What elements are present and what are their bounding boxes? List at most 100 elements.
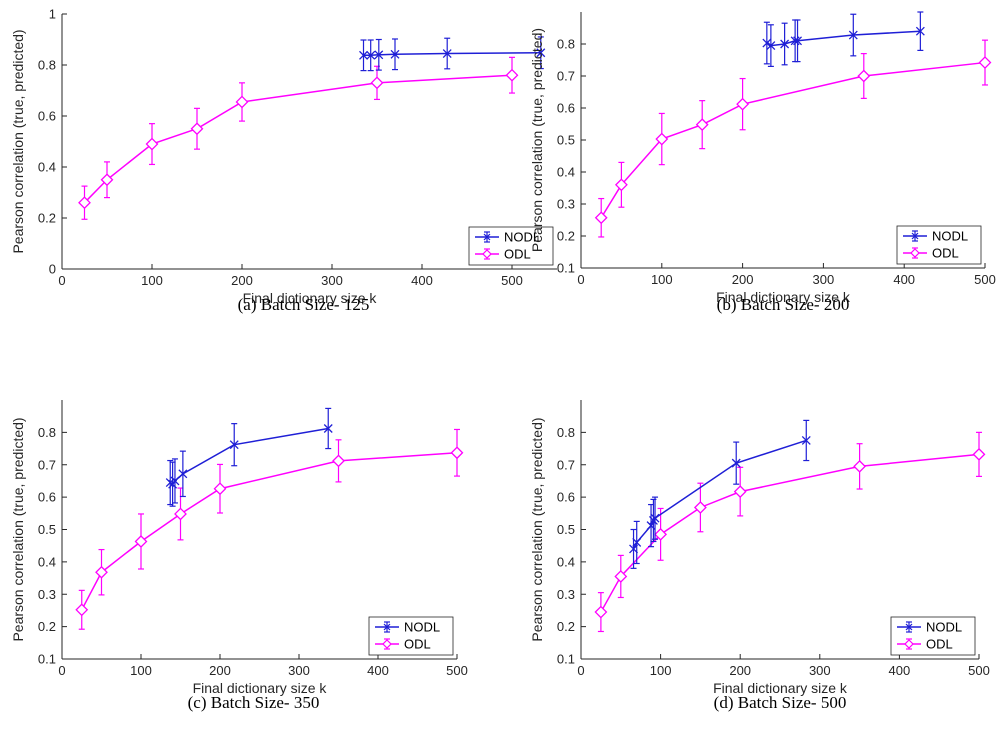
panel-caption: (b) Batch Size- 200	[717, 295, 850, 314]
chart-panel-1: 0 100 200 300 400 500 0 0.2 0.4 0.6 0.8 1 Final dict…	[10, 7, 557, 314]
legend-label: ODL	[932, 246, 959, 261]
data-point-nodl	[766, 41, 776, 51]
legend-entry-nodl: NODL	[903, 229, 968, 244]
data-point-odl	[594, 605, 608, 619]
data-point-odl	[972, 447, 986, 461]
legend-box	[890, 616, 976, 656]
x-tick-label: 400	[889, 663, 911, 678]
y-tick-label: 0.6	[38, 109, 56, 124]
series-nodl	[165, 407, 333, 507]
series-line-nodl	[363, 52, 541, 57]
series-nodl	[762, 11, 925, 68]
data-point-nodl	[442, 49, 452, 58]
data-point-nodl	[793, 36, 803, 46]
x-tick-label: 300	[809, 663, 831, 678]
legend-label: ODL	[404, 637, 431, 652]
x-tick-label: 300	[813, 272, 835, 287]
legend-box	[468, 226, 554, 266]
y-tick-label: 0.6	[38, 490, 56, 505]
data-point-odl	[213, 482, 227, 496]
series-line-nodl	[169, 427, 329, 486]
legend: NODL ODL	[896, 225, 982, 265]
x-tick-label: 300	[288, 663, 310, 678]
series-odl	[78, 56, 519, 220]
y-axis-label: Pearson correlation (true, predicted)	[529, 417, 545, 641]
legend-box	[896, 225, 982, 265]
x-tick-label: 100	[651, 272, 673, 287]
y-tick-label: 0.3	[557, 587, 575, 602]
series-nodl	[359, 36, 546, 72]
y-tick-label: 0.1	[38, 652, 56, 667]
legend: NODL ODL	[468, 226, 554, 266]
chart-panel-3: 0 100 200 300 400 500 0.1 0.2 0.3 0.4 0.5 0.6 0.7 0.8…	[10, 400, 468, 712]
data-point-nodl	[323, 424, 333, 433]
panel-caption: (a) Batch Size- 125	[238, 295, 370, 314]
y-tick-label: 0.1	[557, 261, 575, 276]
data-point-odl	[134, 535, 148, 548]
data-point-nodl	[359, 50, 368, 60]
legend-label: NODL	[504, 230, 540, 245]
y-tick-label: 0.2	[38, 619, 56, 634]
data-point-odl	[853, 459, 867, 473]
data-point-odl	[505, 68, 519, 82]
panel-caption: (d) Batch Size- 500	[714, 693, 847, 712]
legend-box	[368, 616, 454, 656]
x-tick-label: 0	[577, 663, 584, 678]
x-axis-label: Final dictionary size k	[713, 680, 848, 696]
data-point-odl	[857, 69, 871, 83]
data-point-nodl	[801, 436, 811, 445]
data-point-odl	[450, 446, 464, 460]
legend-label: ODL	[926, 637, 953, 652]
series-line-nodl	[766, 30, 921, 47]
data-point-odl	[594, 211, 608, 225]
y-tick-label: 0.3	[38, 587, 56, 602]
data-point-odl	[78, 196, 91, 210]
x-tick-label: 400	[893, 272, 915, 287]
x-tick-label: 100	[141, 273, 163, 288]
series-line-odl	[83, 74, 513, 204]
x-tick-label: 200	[732, 272, 754, 287]
legend-entry-odl: ODL	[375, 637, 431, 652]
legend-entry-odl: ODL	[897, 637, 953, 652]
series-odl	[75, 428, 464, 630]
data-point-nodl	[731, 458, 741, 468]
legend: NODL ODL	[890, 616, 976, 656]
x-tick-label: 0	[577, 272, 584, 287]
x-tick-label: 400	[411, 273, 433, 288]
data-point-odl	[370, 76, 384, 90]
y-tick-label: 0.4	[38, 160, 56, 175]
y-tick-label: 1	[49, 7, 56, 22]
data-point-odl	[190, 122, 204, 136]
y-tick-label: 0.6	[557, 490, 575, 505]
y-tick-label: 0.5	[557, 522, 575, 537]
data-point-nodl	[915, 26, 925, 36]
y-tick-label: 0.2	[38, 211, 56, 226]
data-point-odl	[654, 527, 668, 541]
y-axis-label: Pearson correlation (true, predicted)	[10, 417, 26, 641]
y-tick-label: 0.8	[38, 58, 56, 73]
x-tick-label: 200	[729, 663, 751, 678]
series-odl	[594, 39, 992, 238]
data-point-odl	[655, 132, 669, 146]
x-tick-label: 200	[231, 273, 253, 288]
y-tick-label: 0.2	[557, 229, 575, 244]
x-tick-label: 500	[446, 663, 468, 678]
data-point-odl	[95, 565, 108, 579]
data-point-nodl	[780, 39, 790, 49]
data-point-nodl	[178, 469, 188, 479]
x-tick-label: 400	[367, 663, 389, 678]
series-line-odl	[81, 452, 458, 611]
y-tick-label: 0	[49, 262, 56, 277]
legend-entry-nodl: NODL	[375, 620, 440, 635]
data-point-nodl	[374, 50, 384, 60]
x-tick-label: 300	[321, 273, 343, 288]
y-axis-label: Pearson correlation (true, predicted)	[529, 28, 545, 252]
data-point-odl	[733, 485, 747, 499]
series-odl	[594, 431, 986, 633]
x-tick-label: 100	[650, 663, 672, 678]
panel-caption: (c) Batch Size- 350	[188, 693, 320, 712]
y-tick-label: 0.3	[557, 197, 575, 212]
data-point-nodl	[390, 49, 400, 59]
series-nodl	[629, 419, 811, 569]
